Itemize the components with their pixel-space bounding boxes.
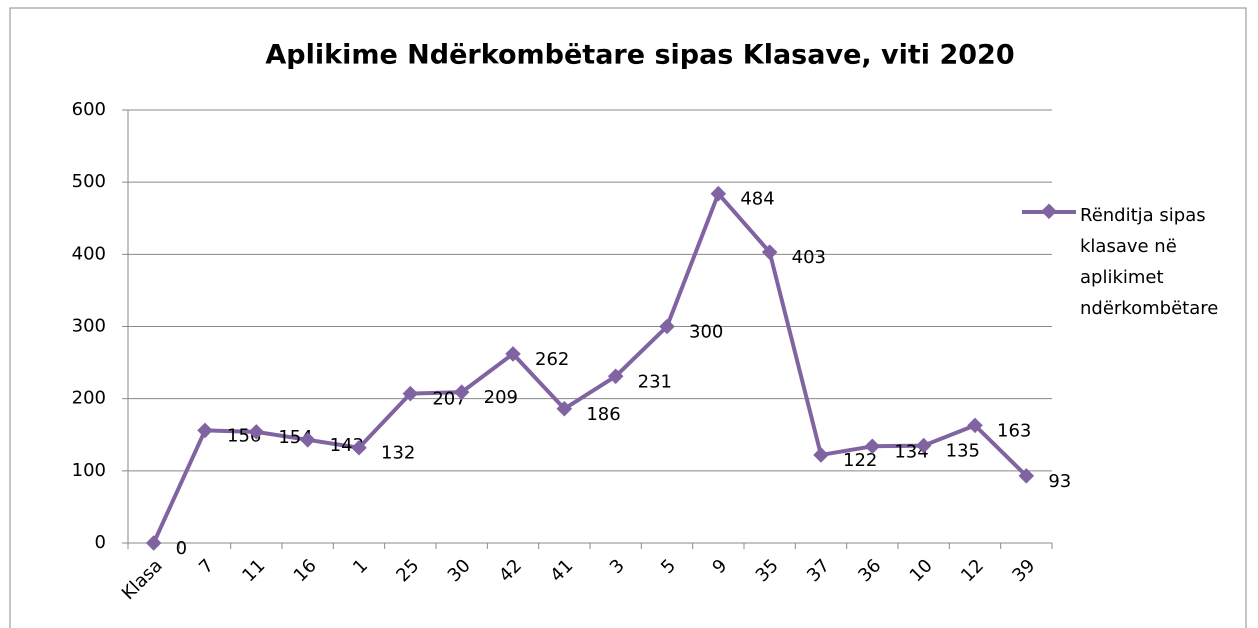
x-tick-label: 25	[392, 555, 423, 586]
data-point	[248, 424, 265, 440]
x-tick-label: 5	[657, 555, 680, 578]
data-label: 186	[586, 404, 620, 425]
x-tick-label: 12	[957, 555, 988, 586]
x-tick-label: Klasa	[118, 555, 167, 604]
x-tick-label: 37	[803, 555, 834, 586]
data-label: 231	[638, 371, 672, 392]
x-tick-label: 9	[708, 555, 731, 578]
x-tick-label: 1	[349, 555, 372, 578]
x-tick-label: 36	[854, 555, 885, 586]
data-point	[813, 447, 829, 463]
data-label: 93	[1048, 471, 1071, 492]
y-tick-label: 200	[72, 388, 106, 409]
legend-label: Rënditja sipas klasave në aplikimet ndër…	[1080, 205, 1219, 319]
data-label: 484	[740, 189, 774, 210]
x-tick-label: 35	[752, 555, 783, 586]
x-tick-label: 42	[495, 555, 526, 586]
x-tick-label: 39	[1008, 555, 1039, 586]
y-tick-label: 400	[72, 243, 106, 264]
y-tick-label: 0	[95, 532, 106, 553]
data-point	[145, 535, 162, 551]
y-tick-label: 600	[72, 99, 106, 120]
data-label: 209	[484, 387, 518, 408]
x-tick-label: 3	[606, 555, 629, 578]
data-point	[710, 185, 727, 202]
data-label: 0	[176, 538, 187, 559]
data-label: 163	[997, 420, 1031, 441]
x-tick-label: 7	[195, 555, 218, 578]
chart-frame	[9, 7, 1247, 628]
x-tick-label: 41	[546, 555, 577, 586]
data-point	[197, 422, 213, 439]
x-tick-label: 30	[444, 555, 475, 586]
x-tick-label: 16	[290, 555, 321, 586]
data-label: 122	[843, 450, 877, 471]
data-label: 262	[535, 349, 569, 370]
chart-title: Aplikime Ndërkombëtare sipas Klasave, vi…	[265, 40, 1014, 71]
series-line	[151, 191, 1028, 544]
y-tick-label: 300	[72, 316, 106, 337]
data-label: 132	[381, 443, 415, 464]
x-tick-label: 11	[238, 555, 269, 586]
data-label: 135	[946, 441, 980, 462]
data-label: 403	[792, 247, 826, 268]
legend-marker	[1041, 203, 1057, 220]
data-label: 300	[689, 322, 723, 343]
y-tick-label: 100	[72, 460, 106, 481]
y-tick-label: 500	[72, 171, 106, 192]
x-tick-label: 10	[906, 555, 937, 586]
